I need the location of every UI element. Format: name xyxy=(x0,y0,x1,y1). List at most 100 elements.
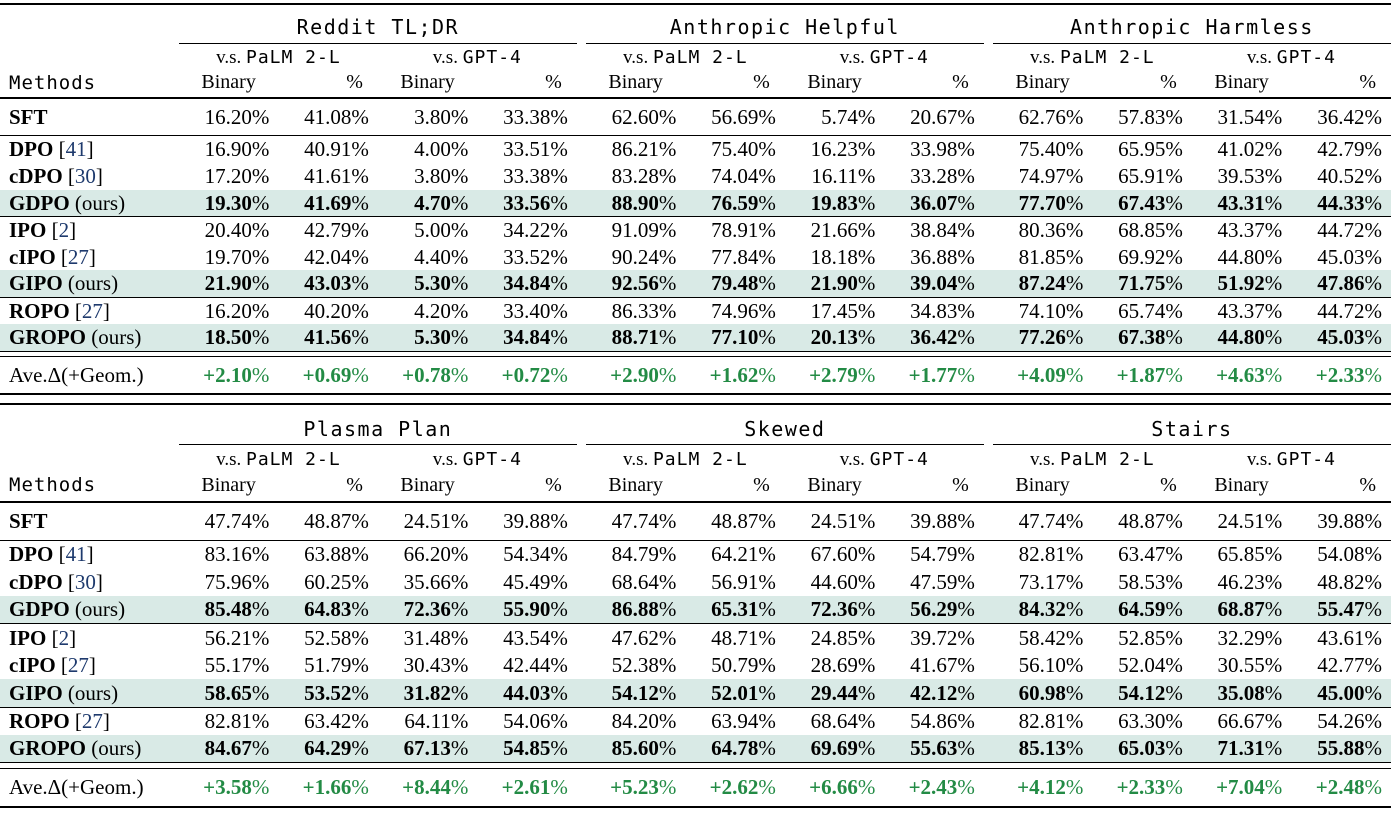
percent-sign: % xyxy=(550,190,568,215)
value: +2.62 xyxy=(709,775,759,800)
value: 84.32 xyxy=(1018,597,1066,622)
value: 42.77 xyxy=(1317,653,1365,678)
vs-prefix: v.s. xyxy=(839,448,865,470)
value: 40.20 xyxy=(304,298,352,323)
percent-sign: % xyxy=(550,325,568,350)
binary-header: Binary xyxy=(585,68,686,100)
percent-sign: % xyxy=(1165,736,1183,761)
value-cell: 68.87% xyxy=(1192,596,1291,624)
citation-bracket: [ xyxy=(51,625,59,650)
value-cell: 58.42% xyxy=(992,623,1093,652)
value: 85.13 xyxy=(1018,736,1066,761)
value: 42.12 xyxy=(910,680,958,705)
percent-sign: % xyxy=(450,569,469,594)
value: 18.18 xyxy=(810,244,858,269)
value: 39.53 xyxy=(1217,163,1265,188)
value-cell: 69.69% xyxy=(785,735,884,763)
value: 20.67 xyxy=(910,104,958,129)
value: 31.54 xyxy=(1217,104,1265,129)
average-delta-value: +2.61% xyxy=(477,768,577,807)
value: +8.44 xyxy=(402,775,451,800)
percent-sign: % xyxy=(450,541,469,566)
citation-bracket: [ xyxy=(58,137,66,162)
method-name: cDPO xyxy=(9,163,63,188)
group-gap xyxy=(984,502,993,541)
percent-sign: % xyxy=(450,709,469,734)
value: 55.63 xyxy=(910,736,958,761)
method-label: cDPO [30] xyxy=(0,568,179,596)
value: 45.49 xyxy=(503,569,551,594)
percent-sign: % xyxy=(1264,244,1283,269)
value: 40.52 xyxy=(1317,163,1365,188)
percent-sign: % xyxy=(1364,137,1383,162)
value-cell: 44.60% xyxy=(785,568,884,596)
value: 20.13 xyxy=(810,325,858,350)
group-gap xyxy=(984,768,993,807)
percent-sign: % xyxy=(758,653,776,678)
value: 62.60 xyxy=(611,104,659,129)
percent-sign: % xyxy=(1364,541,1383,566)
value-cell: 82.81% xyxy=(992,539,1093,568)
value: 31.82 xyxy=(403,680,451,705)
citation-number: 30 xyxy=(74,163,96,188)
percent-header: % xyxy=(278,470,378,503)
value: 43.61 xyxy=(1317,625,1365,650)
gpt-model-label: GPT-4 xyxy=(1276,448,1336,470)
value: +0.69 xyxy=(302,362,352,387)
value: 42.79 xyxy=(304,217,352,242)
percent-sign: % xyxy=(758,217,776,242)
value-cell: 24.51% xyxy=(1192,502,1291,541)
binary-header: Binary xyxy=(992,470,1093,503)
percent-sign: % xyxy=(251,569,270,594)
percent-sign: % xyxy=(1364,625,1383,650)
value-cell: 33.52% xyxy=(477,244,576,271)
value: 41.69 xyxy=(304,190,352,215)
table-row: GROPO (ours) 84.67% 64.29% 67.13% 54.85% 85.6… xyxy=(0,735,1391,763)
value-cell: 54.12% xyxy=(586,679,685,707)
average-delta-value: +8.44% xyxy=(378,768,477,807)
percent-sign: % xyxy=(957,541,975,566)
value-cell: 39.53% xyxy=(1192,163,1291,190)
vs-palm-header: v.s. PaLM 2-L xyxy=(993,43,1192,68)
percent-sign: % xyxy=(1264,569,1283,594)
value: 56.29 xyxy=(910,597,958,622)
value-cell: 45.03% xyxy=(1291,244,1391,271)
value-cell: 43.37% xyxy=(1191,296,1292,325)
value: 33.52 xyxy=(503,244,551,269)
percent-sign: % xyxy=(758,541,776,566)
corner-cell xyxy=(0,404,179,445)
value: 41.08 xyxy=(304,104,352,129)
value-cell: 47.74% xyxy=(179,502,278,541)
value-cell: 16.90% xyxy=(178,135,279,163)
value-cell: 42.77% xyxy=(1291,652,1391,680)
gpt-model-label: GPT-4 xyxy=(869,448,929,470)
percent-sign: % xyxy=(658,709,677,734)
value-cell: 67.13% xyxy=(378,735,477,763)
value: 52.85 xyxy=(1118,625,1166,650)
citation: [2] xyxy=(52,218,77,242)
method-label: GROPO (ours) xyxy=(0,324,179,351)
value: 43.37 xyxy=(1217,298,1265,323)
percent-sign: % xyxy=(957,271,975,296)
value: 42.44 xyxy=(503,653,551,678)
average-delta-value: +1.62% xyxy=(685,357,784,395)
percent-sign: % xyxy=(351,325,369,350)
value: 77.26 xyxy=(1018,325,1066,350)
value: 34.84 xyxy=(503,325,551,350)
percent-sign: % xyxy=(1364,190,1383,215)
citation-number: 41 xyxy=(65,541,87,566)
percent-sign: % xyxy=(1364,653,1383,678)
average-delta-value: +4.12% xyxy=(993,768,1092,807)
percent-sign: % xyxy=(658,137,677,162)
value: 21.90 xyxy=(810,271,858,296)
value-cell: 52.85% xyxy=(1092,623,1192,652)
citation-bracket: [ xyxy=(74,298,82,323)
percent-sign: % xyxy=(857,362,876,387)
value: 31.48 xyxy=(403,625,451,650)
value-cell: 34.83% xyxy=(884,296,984,325)
value-cell: 64.78% xyxy=(685,735,784,763)
value-cell: 75.96% xyxy=(179,568,278,596)
percent-sign: % xyxy=(658,190,677,215)
value: 39.04 xyxy=(910,271,958,296)
value-cell: 64.21% xyxy=(685,539,785,568)
